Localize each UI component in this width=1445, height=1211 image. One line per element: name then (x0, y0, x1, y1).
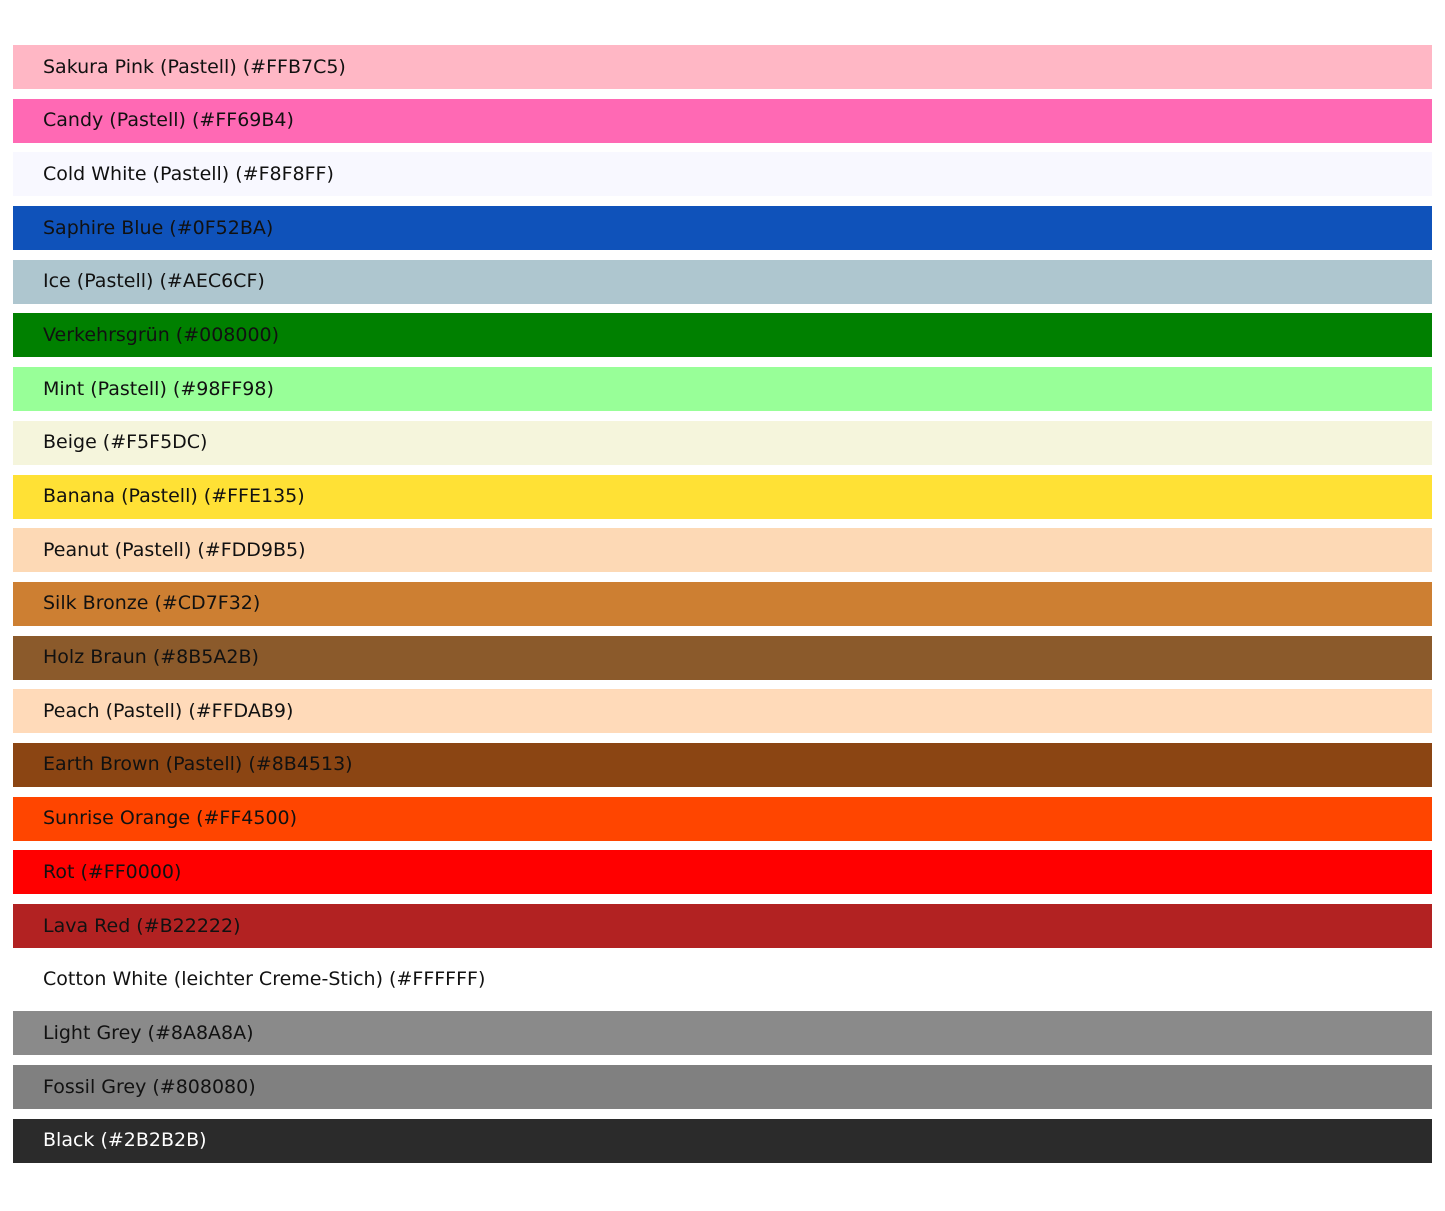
swatch-label: Cold White (Pastell) (#F8F8FF) (43, 162, 334, 185)
swatch-label: Sunrise Orange (#FF4500) (43, 807, 298, 830)
swatch-label: Sakura Pink (Pastell) (#FFB7C5) (43, 55, 346, 78)
swatch-label: Banana (Pastell) (#FFE135) (43, 485, 305, 507)
color-swatch-row: Peanut (Pastell) (#FDD9B5) (13, 528, 1432, 573)
color-swatch-row: Light Grey (#8A8A8A) (13, 1011, 1432, 1056)
swatch-label: Saphire Blue (#0F52BA) (43, 216, 274, 239)
swatch-label: Ice (Pastell) (#AEC6CF) (43, 270, 265, 293)
swatch-label: Verkehrsgrün (#008000) (43, 323, 280, 346)
swatch-label: Rot (#FF0000) (43, 860, 182, 883)
color-swatch-row: Silk Bronze (#CD7F32) (13, 581, 1432, 626)
color-swatch-row: Black (#2B2B2B) (13, 1118, 1432, 1163)
swatch-label: Peach (Pastell) (#FFDAB9) (43, 699, 294, 722)
color-swatch-row: Saphire Blue (#0F52BA) (13, 206, 1432, 251)
color-swatch-row: Earth Brown (Pastell) (#8B4513) (13, 742, 1432, 787)
color-palette-list: Sakura Pink (Pastell) (#FFB7C5) Candy (Pa… (13, 45, 1432, 1163)
color-swatch-row: Ice (Pastell) (#AEC6CF) (13, 259, 1432, 304)
color-swatch-row: Sakura Pink (Pastell) (#FFB7C5) (13, 45, 1432, 89)
swatch-label: Peanut (Pastell) (#FDD9B5) (43, 538, 306, 561)
swatch-label: Light Grey (#8A8A8A) (43, 1021, 254, 1044)
swatch-label: Black (#2B2B2B) (43, 1129, 207, 1152)
swatch-label: Holz Braun (#8B5A2B) (43, 646, 259, 669)
color-swatch-row: Lava Red (#B22222) (13, 904, 1432, 948)
color-swatch-row: Candy (Pastell) (#FF69B4) (13, 98, 1432, 143)
swatch-label: Earth Brown (Pastell) (#8B4513) (43, 753, 353, 776)
color-swatch-row: Verkehrsgrün (#008000) (13, 313, 1432, 358)
swatch-label: Fossil Grey (#808080) (43, 1075, 256, 1098)
swatch-label: Silk Bronze (#CD7F32) (43, 592, 261, 615)
swatch-label: Cotton White (leichter Creme-Stich) (#FF… (43, 968, 486, 991)
swatch-label: Candy (Pastell) (#FF69B4) (43, 109, 294, 132)
swatch-label: Mint (Pastell) (#98FF98) (43, 377, 274, 400)
color-swatch-row: Holz Braun (#8B5A2B) (13, 635, 1432, 680)
color-swatch-row: Rot (#FF0000) (13, 850, 1432, 895)
color-swatch-row: Banana (Pastell) (#FFE135) (13, 474, 1432, 519)
color-swatch-row: Peach (Pastell) (#FFDAB9) (13, 689, 1432, 734)
color-swatch-row: Sunrise Orange (#FF4500) (13, 796, 1432, 841)
swatch-label: Lava Red (#B22222) (43, 914, 241, 937)
color-swatch-row: Fossil Grey (#808080) (13, 1065, 1432, 1110)
color-swatch-row: Cold White (Pastell) (#F8F8FF) (13, 152, 1432, 197)
color-swatch-row: Beige (#F5F5DC) (13, 420, 1432, 465)
color-swatch-row: Mint (Pastell) (#98FF98) (13, 367, 1432, 412)
swatch-label: Beige (#F5F5DC) (43, 431, 208, 454)
color-swatch-row: Cotton White (leichter Creme-Stich) (#FF… (13, 957, 1432, 1002)
